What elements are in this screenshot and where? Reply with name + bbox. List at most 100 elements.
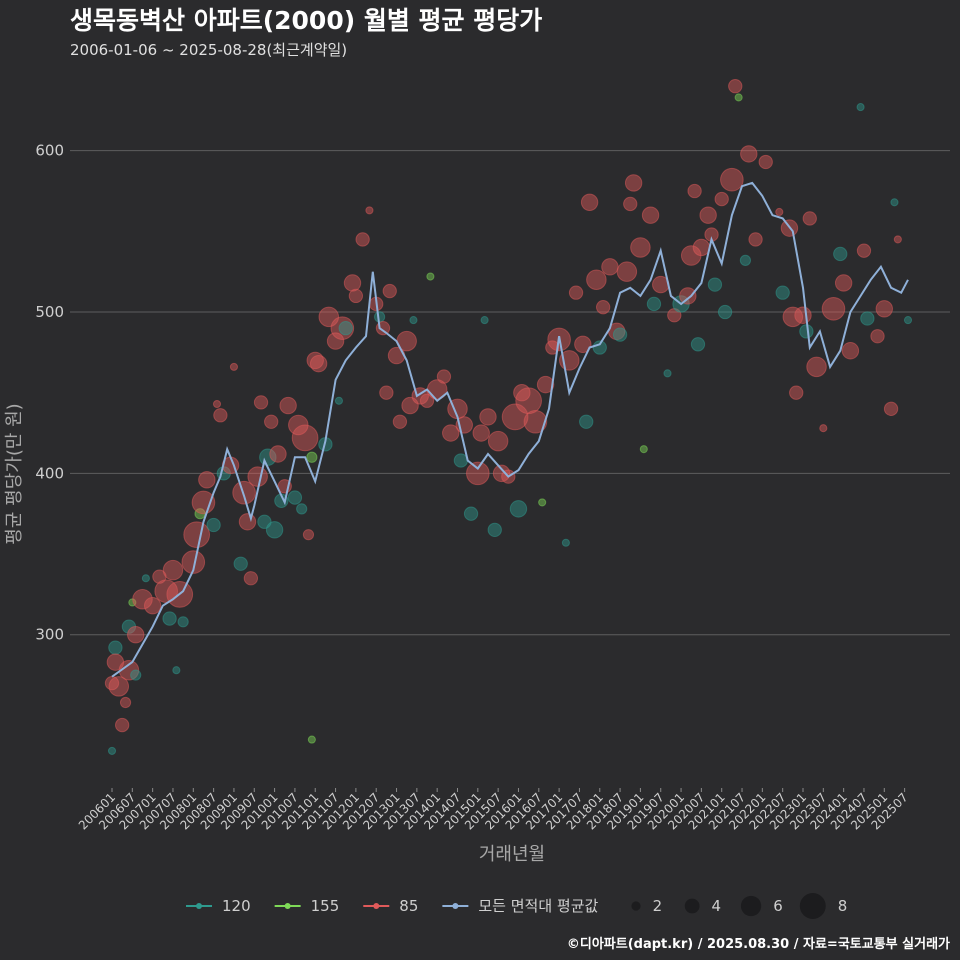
point-85-32 bbox=[229, 362, 238, 371]
legend-size-dot-2 bbox=[631, 901, 641, 911]
point-85-81 bbox=[442, 424, 460, 442]
point-85-43 bbox=[269, 445, 287, 463]
legend-label-avg: 모든 면적대 평균값 bbox=[478, 897, 598, 915]
point-85-136 bbox=[720, 167, 744, 192]
point-120-49 bbox=[296, 503, 308, 515]
legend-dot-120 bbox=[196, 903, 202, 909]
point-85-41 bbox=[264, 414, 279, 429]
point-85-92 bbox=[492, 464, 511, 483]
point-85-54 bbox=[306, 351, 324, 370]
legend-size-label-8: 8 bbox=[838, 897, 848, 915]
point-85-150 bbox=[802, 211, 817, 226]
point-85-29 bbox=[213, 408, 228, 423]
legend-size-label-4: 4 bbox=[712, 897, 722, 915]
point-85-51 bbox=[302, 529, 315, 541]
point-85-131 bbox=[699, 206, 717, 224]
average-line bbox=[111, 181, 909, 678]
point-85-108 bbox=[580, 193, 599, 212]
point-85-37 bbox=[247, 466, 268, 487]
point-85-87 bbox=[472, 424, 490, 442]
point-120-75 bbox=[409, 316, 418, 325]
point-120-157 bbox=[856, 103, 865, 112]
point-85-58 bbox=[326, 332, 345, 350]
point-120-159 bbox=[860, 311, 875, 326]
point-85-105 bbox=[568, 285, 584, 300]
legend: 120 155 85 모든 면적대 평균값 2 4 6 8 bbox=[186, 893, 847, 919]
y-axis-label: 평균 평당가(만 원) bbox=[4, 403, 25, 544]
point-85-111 bbox=[595, 300, 611, 315]
legend-size-dot-4 bbox=[684, 898, 700, 914]
point-120-154 bbox=[833, 246, 848, 262]
point-85-7 bbox=[118, 659, 140, 681]
point-120-107 bbox=[579, 414, 594, 429]
point-120-129 bbox=[690, 337, 706, 352]
point-120-95 bbox=[509, 500, 528, 518]
point-120-165 bbox=[903, 316, 913, 325]
point-85-162 bbox=[883, 401, 899, 416]
point-120-42 bbox=[265, 521, 284, 539]
point-120-21 bbox=[177, 616, 189, 628]
point-120-163 bbox=[890, 198, 899, 207]
point-85-26 bbox=[198, 471, 216, 489]
point-85-140 bbox=[740, 145, 758, 163]
point-85-91 bbox=[487, 430, 509, 452]
point-155-52 bbox=[307, 735, 316, 744]
point-85-160 bbox=[870, 329, 885, 344]
point-85-118 bbox=[630, 237, 651, 258]
point-85-23 bbox=[183, 521, 211, 549]
point-85-70 bbox=[382, 283, 397, 299]
point-85-109 bbox=[586, 269, 607, 291]
point-85-38 bbox=[253, 395, 269, 410]
legend-size-dot-6 bbox=[740, 895, 762, 917]
point-85-57 bbox=[318, 306, 340, 328]
y-tick-300: 300 bbox=[35, 626, 64, 644]
point-85-77 bbox=[419, 393, 435, 408]
y-tick-400: 400 bbox=[35, 464, 64, 482]
point-85-50 bbox=[291, 424, 319, 452]
point-85-65 bbox=[365, 206, 374, 215]
point-85-89 bbox=[479, 408, 497, 426]
point-155-99 bbox=[538, 498, 547, 507]
point-120-17 bbox=[162, 611, 177, 626]
point-120-110 bbox=[592, 340, 607, 355]
point-120-103 bbox=[561, 538, 570, 547]
point-85-156 bbox=[841, 342, 860, 360]
caption: ©디아파트(dapt.kr) / 2025.08.30 / 자료=국토교통부 실… bbox=[567, 936, 950, 952]
point-85-130 bbox=[692, 238, 711, 257]
point-85-158 bbox=[856, 243, 872, 258]
point-85-64 bbox=[355, 232, 370, 247]
point-120-88 bbox=[480, 316, 489, 325]
point-155-53 bbox=[306, 451, 318, 463]
x-axis-label: 거래년월 bbox=[479, 844, 545, 865]
point-85-148 bbox=[794, 306, 812, 324]
point-85-4 bbox=[108, 676, 130, 697]
point-85-18 bbox=[162, 559, 184, 581]
legend-label-155: 155 bbox=[311, 897, 340, 915]
point-85-115 bbox=[616, 261, 638, 282]
point-85-151 bbox=[806, 356, 827, 378]
chart-title: 생목동벽산 아파트(2000) 월별 평균 평당가 bbox=[70, 6, 542, 35]
point-120-149 bbox=[799, 324, 814, 339]
point-120-121 bbox=[646, 296, 662, 312]
point-85-28 bbox=[212, 399, 222, 409]
chart-subtitle: 2006-01-06 ~ 2025-08-28(최근계약일) bbox=[70, 41, 347, 59]
point-85-94 bbox=[501, 403, 529, 431]
point-120-83 bbox=[453, 453, 469, 468]
point-120-59 bbox=[334, 396, 343, 405]
point-120-90 bbox=[487, 522, 502, 537]
point-85-10 bbox=[127, 626, 145, 644]
point-120-123 bbox=[663, 369, 672, 378]
legend-dot-avg bbox=[452, 903, 459, 909]
point-120-33 bbox=[233, 556, 248, 571]
point-85-35 bbox=[238, 513, 257, 531]
point-120-47 bbox=[287, 490, 303, 505]
point-120-114 bbox=[612, 327, 628, 342]
point-85-128 bbox=[687, 183, 702, 199]
y-tick-500: 500 bbox=[35, 303, 64, 321]
point-155-78 bbox=[426, 272, 435, 281]
point-85-63 bbox=[348, 288, 364, 304]
point-85-134 bbox=[714, 191, 729, 207]
legend-label-120: 120 bbox=[222, 897, 251, 915]
